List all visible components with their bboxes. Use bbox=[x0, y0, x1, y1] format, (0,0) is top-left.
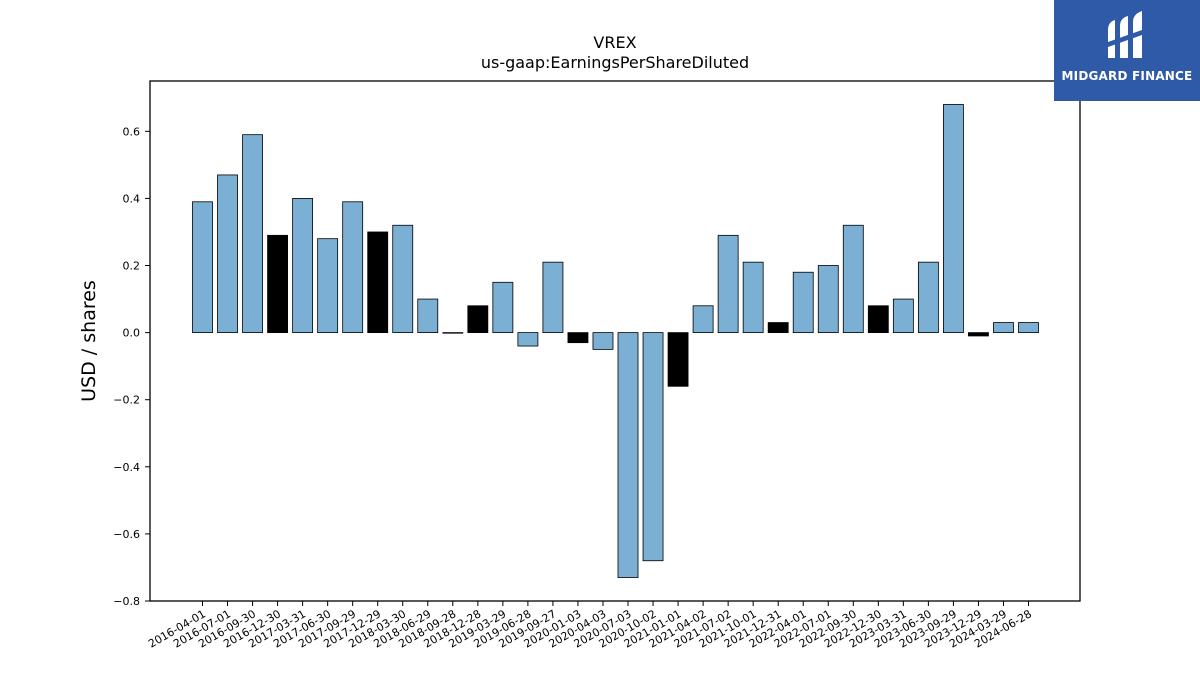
bar-2022-07-01 bbox=[817, 265, 839, 334]
y-tick-label: 0.6 bbox=[123, 125, 141, 138]
bar-2020-10-02 bbox=[642, 332, 664, 562]
bar-2017-12-29 bbox=[367, 231, 389, 334]
midgard-m-logo-icon bbox=[1108, 11, 1142, 58]
y-axis-label: USD / shares bbox=[78, 280, 100, 402]
bar-2021-04-02 bbox=[692, 305, 714, 334]
x-axis-ticks: 2016-04-012016-07-012016-09-302016-12-30… bbox=[146, 601, 1034, 651]
y-tick-label: −0.4 bbox=[113, 461, 140, 474]
chart-subtitle: us-gaap:EarningsPerShareDiluted bbox=[481, 53, 749, 72]
y-tick-label: −0.8 bbox=[113, 595, 140, 608]
bars-group bbox=[192, 104, 1039, 578]
y-tick-label: 0.0 bbox=[123, 327, 141, 340]
bar-2017-06-30 bbox=[317, 238, 339, 334]
y-tick-label: −0.2 bbox=[113, 394, 140, 407]
bar-2016-07-01 bbox=[217, 174, 238, 334]
bar-2017-03-31 bbox=[292, 198, 314, 334]
logo-text: MIDGARD FINANCE bbox=[1061, 69, 1193, 83]
bar-2022-09-30 bbox=[842, 224, 864, 334]
bar-2023-06-30 bbox=[917, 261, 939, 334]
bar-2024-06-28 bbox=[1018, 322, 1039, 334]
bar-2017-09-29 bbox=[342, 201, 364, 334]
bar-2022-12-30 bbox=[867, 305, 889, 334]
bar-2019-03-29 bbox=[492, 281, 514, 334]
bar-2018-09-28 bbox=[442, 332, 464, 334]
bar-2019-09-27 bbox=[542, 261, 564, 334]
chart-title: VREX bbox=[593, 33, 636, 52]
y-tick-label: −0.6 bbox=[113, 528, 140, 541]
bar-2016-09-30 bbox=[242, 134, 263, 334]
y-axis-ticks: −0.8 −0.6 −0.4 −0.2 0.0 0.2 0.4 0.6 bbox=[113, 125, 150, 608]
bar-2023-12-29 bbox=[968, 332, 989, 337]
bar-2019-06-28 bbox=[517, 332, 539, 347]
bar-2020-04-03 bbox=[592, 332, 614, 350]
plot-frame bbox=[149, 80, 1081, 602]
bar-2021-12-31 bbox=[767, 322, 789, 334]
bar-2021-07-02 bbox=[717, 234, 739, 334]
bar-2021-01-01 bbox=[667, 332, 689, 387]
bar-2023-03-31 bbox=[892, 298, 914, 334]
bar-2018-06-29 bbox=[417, 298, 439, 334]
bar-2016-04-01 bbox=[192, 201, 213, 334]
midgard-finance-logo: MIDGARD FINANCE bbox=[1054, 0, 1200, 101]
bar-2020-07-03 bbox=[617, 332, 639, 578]
bar-2022-04-01 bbox=[792, 271, 814, 334]
y-tick-label: 0.4 bbox=[123, 192, 141, 205]
bar-2016-12-30 bbox=[267, 234, 288, 334]
bar-2021-10-01 bbox=[742, 261, 764, 334]
bar-2018-12-28 bbox=[467, 305, 489, 334]
bar-2023-09-29 bbox=[943, 104, 964, 334]
bar-2020-01-03 bbox=[567, 332, 589, 344]
bar-2024-03-29 bbox=[993, 322, 1014, 334]
y-tick-label: 0.2 bbox=[123, 260, 141, 273]
bar-2018-03-30 bbox=[392, 224, 414, 334]
